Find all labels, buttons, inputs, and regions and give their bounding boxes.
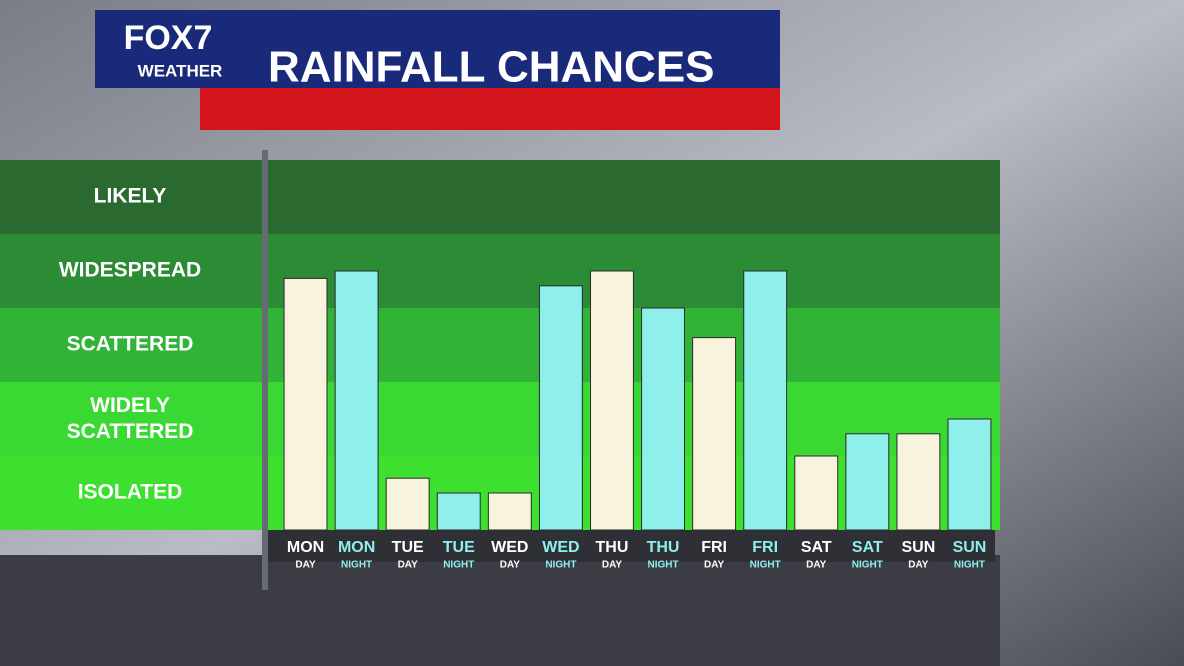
header-bar (95, 10, 780, 88)
x-tick-label: THU (647, 539, 680, 556)
y-tick-label: WIDESPREAD (59, 259, 201, 282)
x-tick-sublabel: DAY (398, 560, 419, 571)
bar (487, 492, 532, 531)
x-tick-sublabel: DAY (295, 560, 316, 571)
bar (794, 455, 839, 531)
bar (692, 337, 737, 531)
logo-brand: FOX7 (124, 19, 213, 57)
x-tick-label: FRI (701, 539, 727, 556)
x-tick-sublabel: DAY (500, 560, 521, 571)
x-tick-label: SUN (953, 539, 987, 556)
bar (845, 433, 890, 531)
x-tick-sublabel: NIGHT (852, 560, 883, 571)
label-band (0, 382, 262, 456)
divider (262, 150, 268, 590)
x-tick-sublabel: NIGHT (954, 560, 985, 571)
bar (538, 285, 583, 531)
floor (0, 555, 1000, 666)
x-tick-sublabel: DAY (908, 560, 929, 571)
x-tick-label: WED (542, 539, 579, 556)
bar (947, 418, 992, 531)
x-tick-label: SUN (902, 539, 936, 556)
x-tick-sublabel: NIGHT (545, 560, 576, 571)
bar (590, 270, 634, 531)
x-tick-label: THU (596, 539, 629, 556)
x-tick-sublabel: NIGHT (341, 560, 372, 571)
x-tick-label: MON (338, 539, 375, 556)
label-strip (268, 530, 995, 562)
x-tick-label: MON (287, 539, 324, 556)
y-tick-label: WIDELY SCATTERED (67, 394, 194, 443)
x-tick-sublabel: DAY (704, 560, 725, 571)
grid-band (268, 234, 1000, 308)
x-tick-sublabel: DAY (806, 560, 827, 571)
x-tick-label: SAT (801, 539, 832, 556)
x-tick-label: TUE (392, 539, 424, 556)
logo-sub: WEATHER (138, 61, 223, 80)
x-tick-sublabel: NIGHT (443, 560, 474, 571)
grid-band (268, 308, 1000, 382)
x-tick-sublabel: NIGHT (647, 560, 678, 571)
bar (334, 270, 379, 531)
y-tick-label: SCATTERED (67, 333, 194, 356)
chart-title: RAINFALL CHANCES (268, 43, 715, 92)
x-tick-sublabel: DAY (602, 560, 623, 571)
x-tick-sublabel: NIGHT (750, 560, 781, 571)
bar (385, 477, 430, 531)
x-tick-label: SAT (852, 539, 883, 556)
label-band (0, 234, 262, 308)
y-tick-label: ISOLATED (78, 481, 183, 504)
label-band (0, 308, 262, 382)
x-tick-label: TUE (443, 539, 475, 556)
label-band (0, 160, 262, 234)
label-band (0, 456, 262, 530)
bar (436, 492, 481, 531)
bar (283, 277, 328, 531)
bar (641, 307, 685, 531)
bar (743, 270, 788, 531)
y-tick-label: LIKELY (94, 185, 167, 208)
header-red (200, 88, 780, 130)
x-tick-label: FRI (752, 539, 778, 556)
bar (896, 433, 941, 531)
x-tick-label: WED (491, 539, 528, 556)
grid-band (268, 160, 1000, 234)
